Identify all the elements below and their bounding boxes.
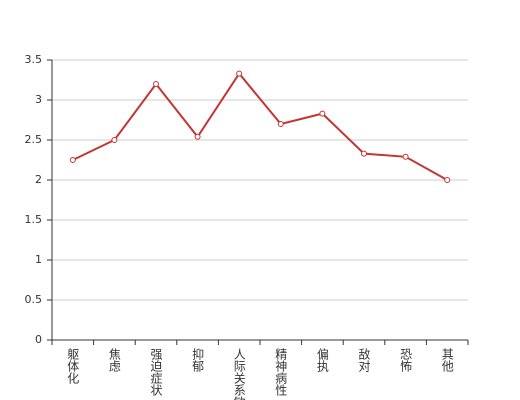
point [69, 157, 76, 163]
point [402, 153, 409, 160]
y-tick-label: 3 [35, 93, 42, 106]
y-tick-label: 2.5 [25, 133, 43, 146]
point [277, 121, 284, 127]
x-tick-label: 躯体化 [66, 347, 80, 385]
x-tick-label: 敌对 [357, 347, 371, 372]
y-tick-label: 3.5 [25, 53, 43, 66]
y-tick-label: 1.5 [25, 213, 43, 226]
x-tick-label: 抑郁 [191, 347, 205, 373]
point [444, 177, 451, 183]
x-tick-label: 人际关系敏感 [232, 348, 246, 400]
y-tick-label: 0 [35, 333, 42, 346]
point [194, 133, 201, 140]
y-tick-label: 0.5 [25, 293, 43, 306]
point [111, 137, 118, 143]
point [153, 81, 159, 87]
point [319, 110, 326, 117]
x-tick-label: 其他 [440, 348, 454, 372]
point [236, 70, 243, 77]
y-tick-label: 2 [35, 173, 42, 186]
x-tick-label: 偏执 [315, 347, 329, 373]
x-tick-label: 恐怖 [399, 348, 413, 372]
x-tick-label: 焦虑 [107, 348, 121, 372]
x-tick-label: 精神病性 [274, 348, 288, 397]
y-tick-label: 1 [35, 253, 42, 266]
point [361, 150, 367, 157]
x-tick-label: 强迫症状 [149, 348, 163, 396]
line [72, 71, 448, 181]
